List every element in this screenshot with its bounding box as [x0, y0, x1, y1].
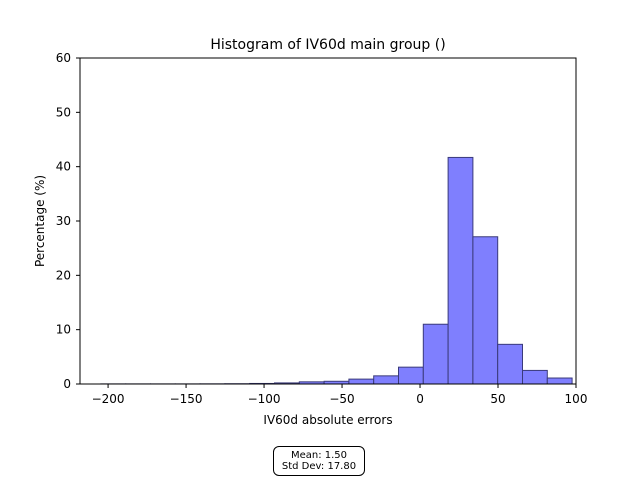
- histogram-bar-12: [398, 366, 424, 385]
- histogram-bar-13: [422, 323, 449, 385]
- y-axis-label: Percentage (%): [33, 175, 47, 267]
- histogram-bar-10: [348, 378, 375, 385]
- x-tick-label: −150: [170, 392, 203, 406]
- histogram-bar-15: [472, 236, 499, 385]
- chart-title: Histogram of IV60d main group (): [210, 37, 445, 53]
- mean-label: Mean: 1.50: [290, 450, 348, 461]
- histogram-bar-14: [447, 156, 474, 385]
- x-tick-label: 50: [490, 392, 505, 406]
- histogram-bar-11: [373, 375, 400, 385]
- y-tick-label: 60: [56, 51, 71, 65]
- y-axis-ticks: 0 10 20 30 40 50 60: [56, 51, 80, 391]
- x-axis-ticks: −200 −150 −100 −50 0 50 100: [92, 384, 588, 406]
- y-tick-label: 10: [56, 323, 71, 337]
- y-tick-label: 40: [56, 160, 71, 174]
- histogram-bar-18: [546, 377, 573, 385]
- y-tick-label: 50: [56, 105, 71, 119]
- histogram-bar-17: [522, 369, 548, 385]
- x-tick-label: −50: [329, 392, 354, 406]
- stats-box: Mean: 1.50 Std Dev: 17.80: [273, 446, 365, 476]
- y-tick-label: 30: [56, 214, 71, 228]
- histogram-bar-16: [497, 343, 524, 385]
- x-tick-label: −100: [248, 392, 281, 406]
- y-tick-label: 0: [63, 377, 71, 391]
- x-tick-label: −200: [92, 392, 125, 406]
- x-axis-label: IV60d absolute errors: [263, 413, 392, 427]
- y-tick-label: 20: [56, 268, 71, 282]
- x-tick-label: 0: [416, 392, 424, 406]
- std-dev-label: Std Dev: 17.80: [281, 461, 357, 472]
- x-tick-label: 100: [565, 392, 588, 406]
